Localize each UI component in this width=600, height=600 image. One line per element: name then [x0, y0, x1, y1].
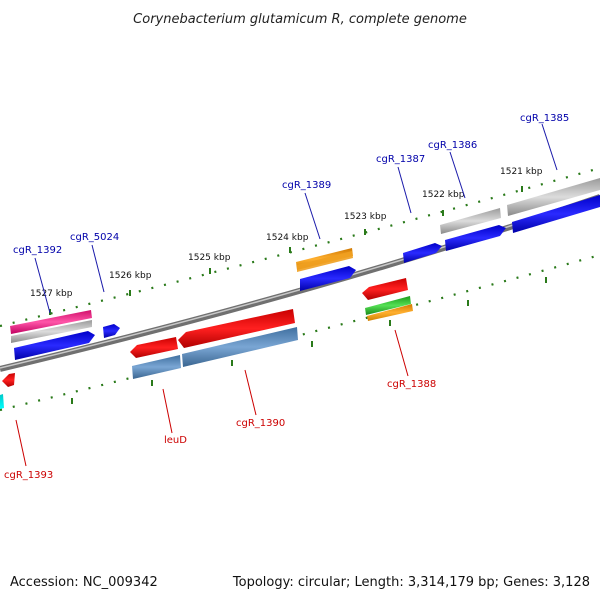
leader-cgR_1392	[34, 257, 51, 314]
label-cgR_5024[interactable]: cgR_5024	[70, 232, 119, 243]
tick-label-1527: 1527 kbp	[30, 289, 73, 299]
leader-cgR_1388	[394, 329, 409, 377]
gene-cgR_5024[interactable]	[103, 324, 120, 338]
feature-gray-1392[interactable]	[11, 320, 92, 343]
leader-cgR_1390	[244, 369, 257, 416]
upper-major-ticks	[49, 186, 523, 315]
feature-steel-leuD[interactable]	[132, 355, 181, 379]
label-cgR_1389[interactable]: cgR_1389	[282, 180, 331, 191]
leader-cgR_5024	[91, 244, 105, 293]
tick-label-1524: 1524 kbp	[266, 233, 309, 243]
accession-text: Accession: NC_009342	[10, 575, 158, 590]
topology-summary: Topology: circular; Length: 3,314,179 bp…	[232, 575, 590, 590]
gene-cgR_1386[interactable]	[445, 225, 506, 251]
feature-orange-1389-bottom[interactable]	[297, 251, 353, 272]
tick-label-1522: 1522 kbp	[422, 190, 465, 200]
leader-cgR_1386	[449, 151, 466, 199]
label-leuD[interactable]: leuD	[164, 435, 187, 446]
feature-pink-1392[interactable]	[10, 310, 92, 334]
feature-orange-1388[interactable]	[367, 304, 413, 321]
gene-cgR_1390[interactable]	[178, 309, 295, 348]
upper-ruler	[0, 166, 600, 328]
tick-label-1526: 1526 kbp	[109, 271, 152, 281]
feature-gray-1386[interactable]	[440, 208, 501, 234]
leader-cgR_1387	[397, 166, 412, 214]
gene-cgR_1389[interactable]	[300, 266, 356, 291]
label-cgR_1390[interactable]: cgR_1390	[236, 418, 285, 429]
feature-cyan-1393[interactable]	[0, 394, 4, 409]
feature-green-1388[interactable]	[365, 296, 411, 315]
label-cgR_1392[interactable]: cgR_1392	[13, 245, 62, 256]
label-cgR_1388[interactable]: cgR_1388	[387, 379, 436, 390]
gene-cgR_1387[interactable]	[403, 243, 442, 263]
gene-cgR_1393[interactable]	[2, 373, 15, 387]
gene-cgR_1392[interactable]	[14, 331, 95, 360]
tick-label-1521: 1521 kbp	[500, 167, 543, 177]
label-cgR_1393[interactable]: cgR_1393	[4, 470, 53, 481]
lower-major-ticks	[71, 277, 547, 404]
map-title: Corynebacterium glutamicum R, complete g…	[133, 12, 467, 27]
leader-cgR_1385	[541, 123, 558, 171]
leader-cgR_1393	[15, 419, 27, 467]
feature-gray-1385[interactable]	[507, 178, 600, 216]
feature-steel-1390[interactable]	[182, 327, 298, 367]
leader-cgR_1389	[304, 192, 321, 240]
gene-cgR_1385[interactable]	[512, 195, 600, 233]
tick-label-1523: 1523 kbp	[344, 212, 387, 222]
label-cgR_1385[interactable]: cgR_1385	[520, 113, 569, 124]
gene-cgR_1388[interactable]	[362, 278, 408, 300]
label-cgR_1387[interactable]: cgR_1387	[376, 154, 425, 165]
label-cgR_1386[interactable]: cgR_1386	[428, 140, 477, 151]
leader-leuD	[162, 388, 173, 434]
gene-leuD[interactable]	[130, 337, 178, 358]
tick-label-1525: 1525 kbp	[188, 253, 231, 263]
